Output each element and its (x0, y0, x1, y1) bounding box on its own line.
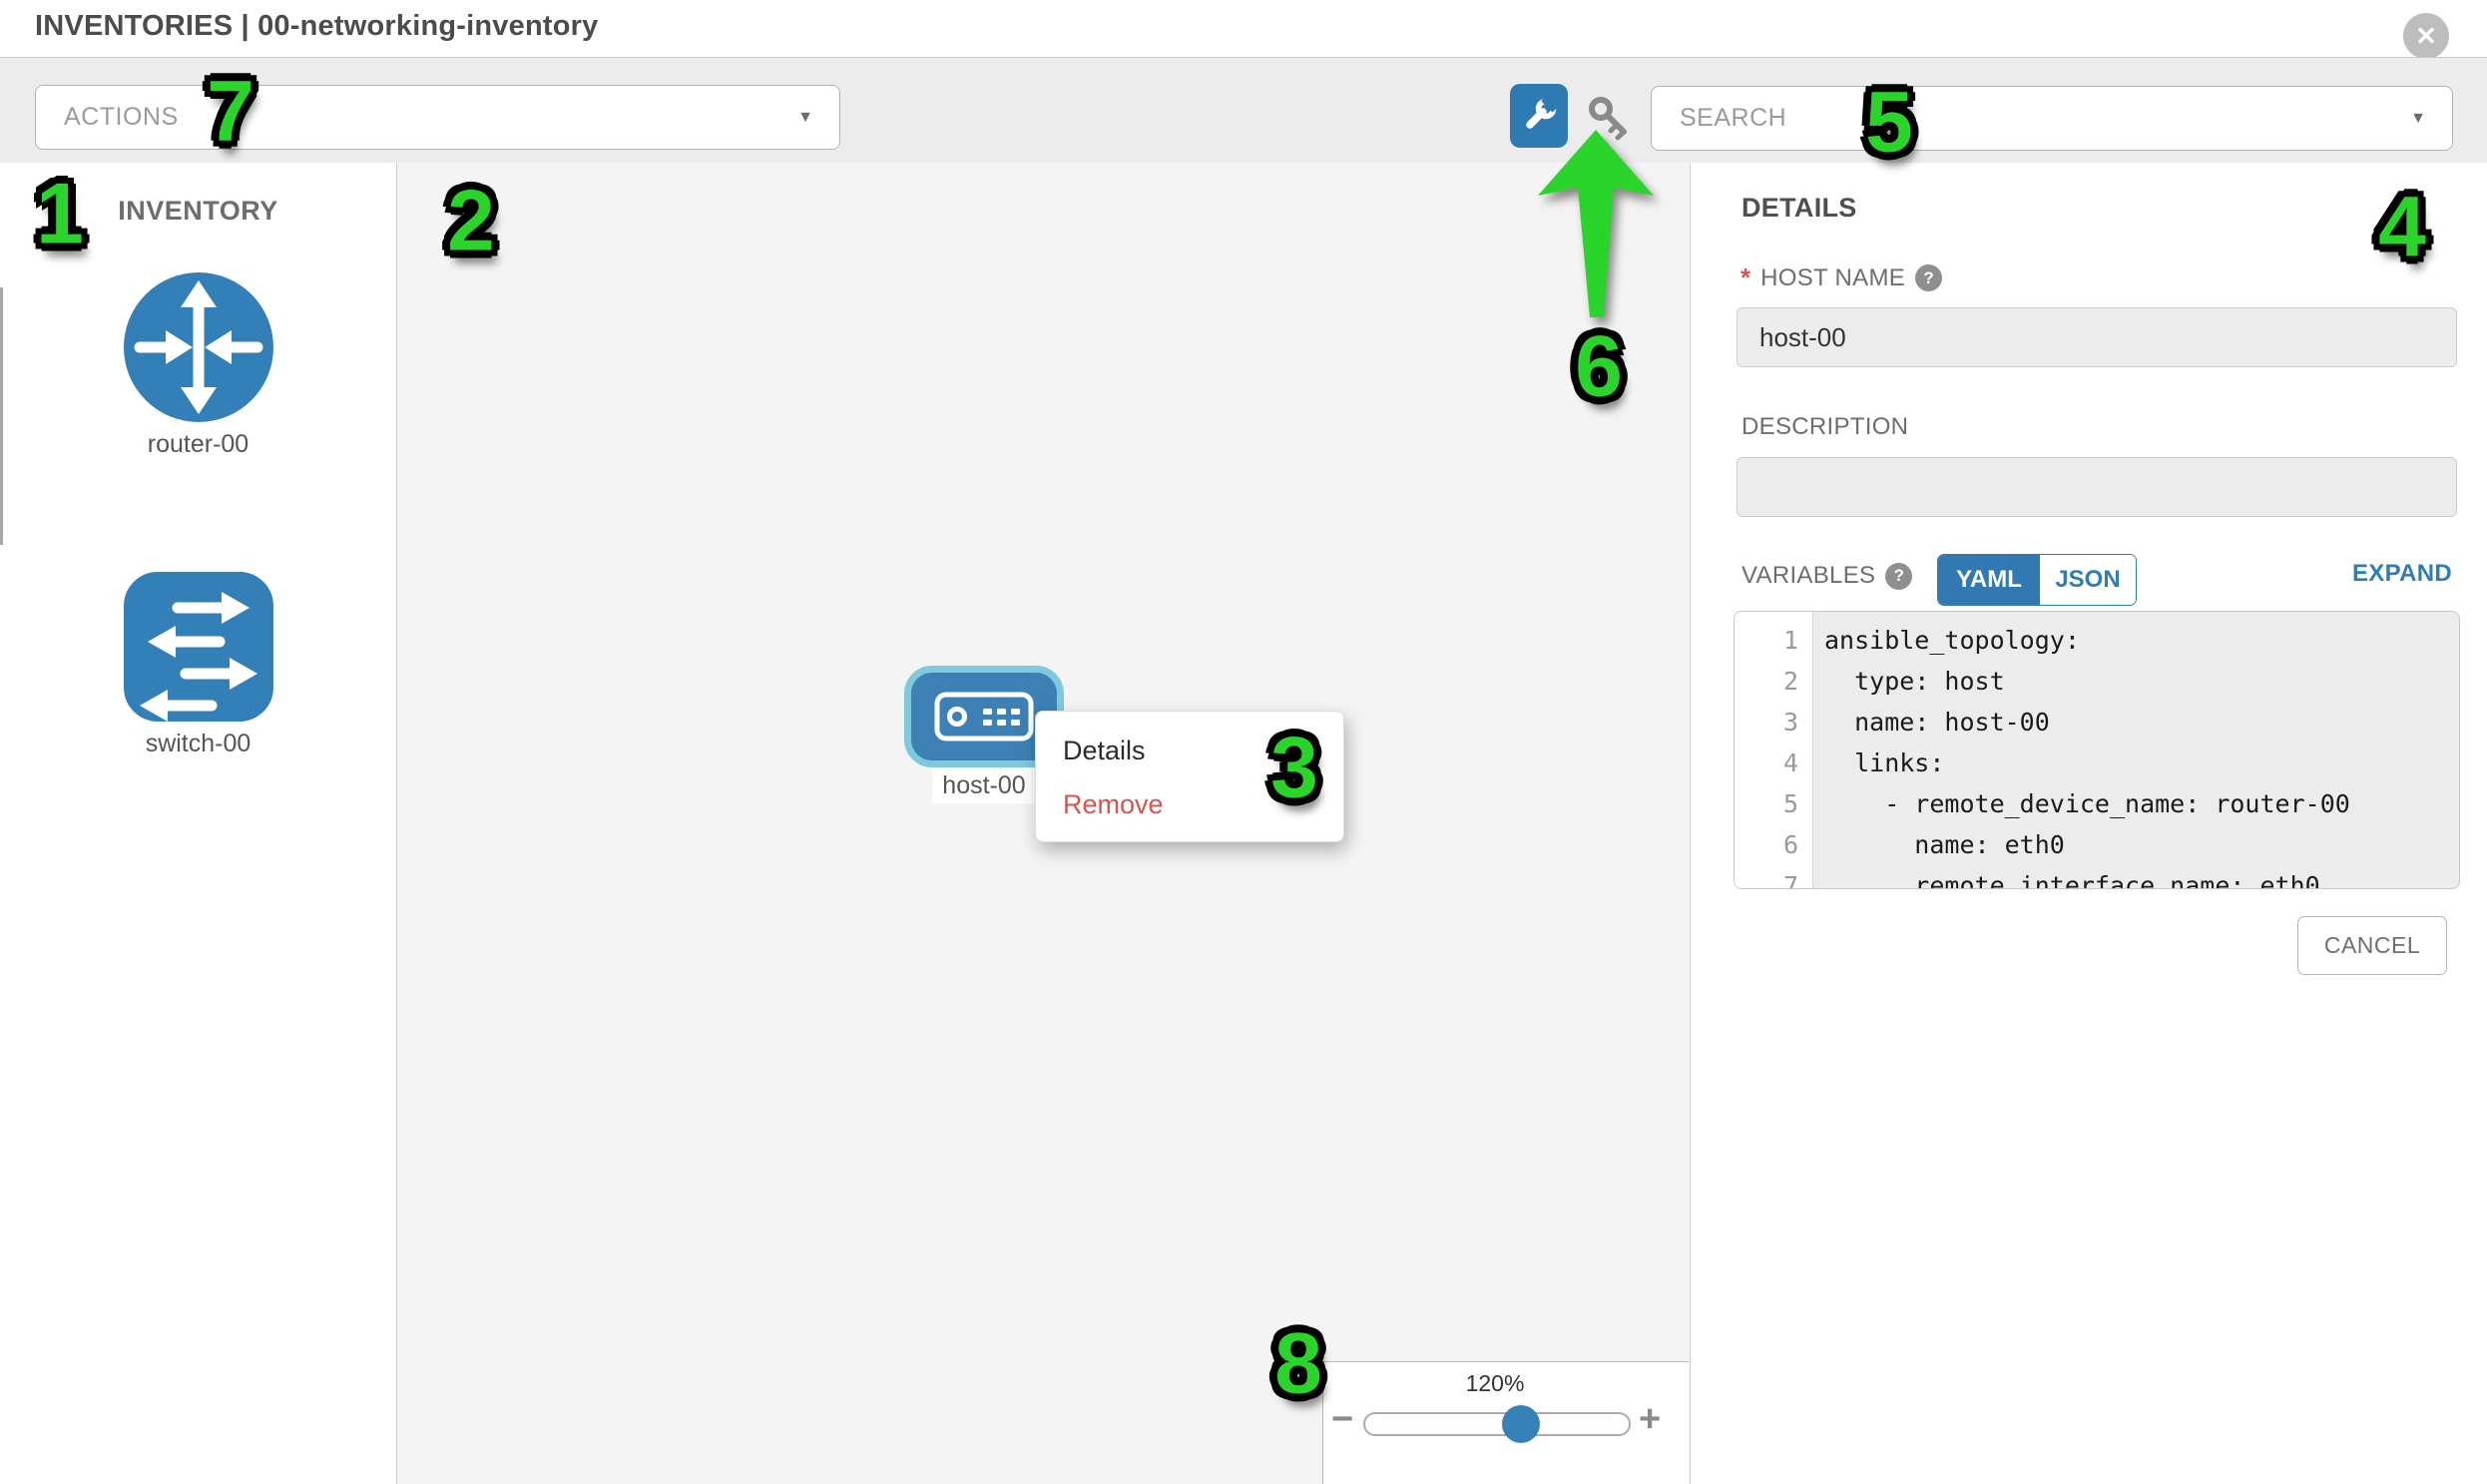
line-text: ansible_topology: (1824, 626, 2080, 655)
zoom-control-panel: 120% − + (1322, 1361, 1689, 1484)
wrench-icon (1526, 96, 1559, 129)
chevron-down-icon: ▼ (797, 108, 813, 126)
line-number: 4 (1782, 748, 1798, 777)
tools-button[interactable] (1510, 84, 1568, 148)
host-node-label: host-00 (932, 768, 1036, 803)
line-text: name: host-00 (1824, 708, 2050, 737)
line-number: 7 (1782, 871, 1798, 889)
variables-format-toggle: YAML JSON (1937, 554, 2137, 606)
description-label: DESCRIPTION (1741, 413, 1909, 440)
credentials-key-button[interactable] (1583, 92, 1635, 144)
inventory-sidebar: INVENTORY router-00 (0, 163, 397, 1484)
palette-item-switch[interactable]: switch-00 (0, 572, 396, 758)
line-number: 1 (1782, 626, 1798, 655)
sidebar-title: INVENTORY (118, 196, 278, 226)
required-asterisk: * (1741, 262, 1751, 292)
menu-item-details[interactable]: Details (1063, 735, 1146, 765)
host-icon (934, 692, 1034, 742)
zoom-level-label: 120% (1465, 1370, 1525, 1396)
switch-icon (123, 572, 273, 722)
node-context-menu: Details Remove (1035, 711, 1344, 842)
header-divider (0, 57, 2487, 58)
zoom-in-button[interactable]: + (1639, 1398, 1662, 1440)
router-icon (123, 272, 273, 422)
line-number: 3 (1782, 708, 1798, 737)
search-dropdown[interactable]: SEARCH ▼ (1651, 86, 2453, 151)
variables-code-editor[interactable]: 1 ansible_topology: 2 type: host 3 name:… (1734, 611, 2460, 889)
annotation-5: 5 (1865, 74, 1913, 171)
annotation-3: 3 (1270, 720, 1318, 816)
chevron-down-icon: ▼ (2410, 109, 2426, 127)
code-line: 2 type: host (1735, 661, 2459, 702)
details-panel: DETAILS * HOST NAME ? DESCRIPTION VARIAB… (1691, 163, 2487, 1484)
description-label-row: DESCRIPTION (1741, 413, 1908, 441)
zoom-slider-thumb[interactable] (1502, 1405, 1540, 1443)
menu-item-remove[interactable]: Remove (1063, 788, 1164, 819)
annotation-2: 2 (447, 173, 495, 269)
tab-json[interactable]: JSON (2040, 555, 2136, 605)
palette-item-label: router-00 (147, 430, 249, 458)
line-text: name: eth0 (1824, 830, 2065, 859)
key-icon (1589, 97, 1627, 141)
line-number: 2 (1782, 667, 1798, 696)
code-line: 7 remote_interface_name: eth0 (1735, 865, 2459, 889)
breadcrumb: INVENTORIES | 00-networking-inventory (35, 10, 599, 42)
help-icon[interactable]: ? (1885, 562, 1913, 590)
editor-gutter (1735, 612, 1813, 888)
close-button[interactable]: ✕ (2403, 13, 2449, 59)
sidebar-scrollbar[interactable] (0, 287, 3, 545)
help-icon[interactable]: ? (1915, 264, 1943, 291)
annotation-7: 7 (207, 63, 254, 160)
palette-item-label: switch-00 (145, 730, 251, 757)
code-line: 3 name: host-00 (1735, 702, 2459, 742)
line-text: - remote_device_name: router-00 (1824, 789, 2350, 818)
line-number: 6 (1782, 830, 1798, 859)
zoom-slider-track[interactable] (1363, 1412, 1631, 1436)
close-icon: ✕ (2415, 20, 2437, 51)
cancel-button[interactable]: CANCEL (2297, 916, 2447, 975)
toolbar: ACTIONS ▼ SEARCH ▼ (0, 58, 2487, 164)
host-name-label-row: * HOST NAME ? (1741, 262, 1943, 293)
line-number: 5 (1782, 789, 1798, 818)
annotation-4: 4 (2378, 179, 2426, 275)
editor-code-lines: 1 ansible_topology: 2 type: host 3 name:… (1735, 620, 2459, 889)
variables-label: VARIABLES (1741, 562, 1876, 589)
line-text: links: (1824, 748, 1945, 777)
zoom-out-button[interactable]: − (1331, 1398, 1354, 1440)
annotation-arrow-up-icon (1538, 130, 1654, 317)
variables-label-row: VARIABLES ? (1741, 562, 1913, 590)
expand-link[interactable]: EXPAND (2352, 560, 2453, 587)
palette-item-router[interactable]: router-00 (0, 272, 396, 459)
code-line: 5 - remote_device_name: router-00 (1735, 783, 2459, 824)
code-line: 6 name: eth0 (1735, 824, 2459, 865)
actions-dropdown-label: ACTIONS (64, 103, 179, 131)
annotation-1: 1 (36, 166, 84, 262)
description-input[interactable] (1737, 457, 2457, 517)
line-text: remote_interface_name: eth0 (1824, 871, 2320, 889)
tab-yaml[interactable]: YAML (1938, 555, 2040, 605)
line-text: type: host (1824, 667, 2005, 696)
host-name-label: HOST NAME (1760, 263, 1906, 291)
code-line: 1 ansible_topology: (1735, 620, 2459, 661)
annotation-8: 8 (1274, 1315, 1322, 1412)
search-dropdown-label: SEARCH (1680, 104, 1787, 132)
host-name-input[interactable] (1737, 307, 2457, 367)
annotation-6: 6 (1575, 318, 1623, 415)
code-line: 4 links: (1735, 742, 2459, 783)
actions-dropdown[interactable]: ACTIONS ▼ (35, 85, 840, 150)
details-panel-title: DETAILS (1741, 193, 1857, 223)
